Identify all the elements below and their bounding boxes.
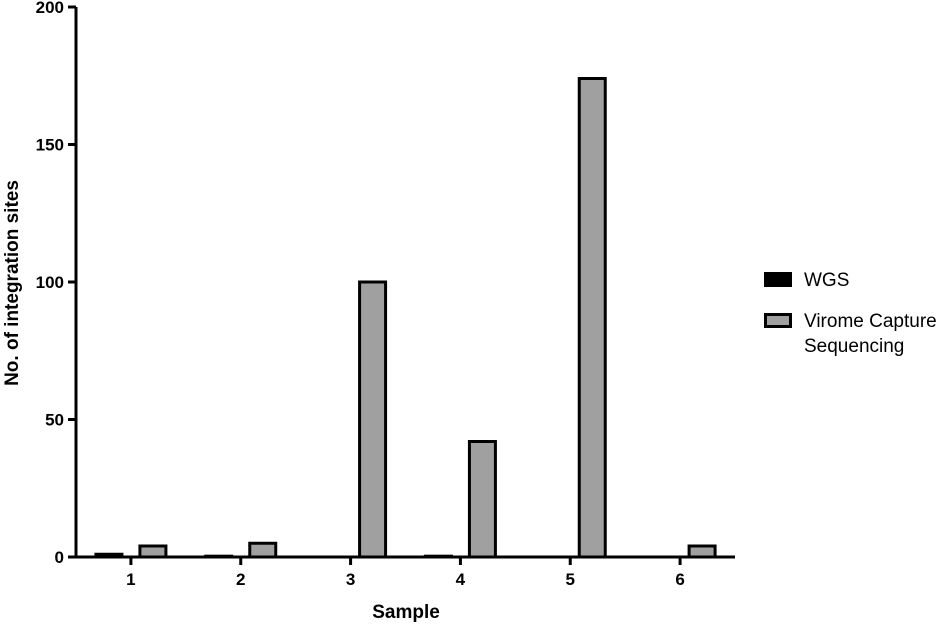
- y-tick-label-0: 0: [55, 548, 64, 567]
- bars-layer: [94, 77, 717, 559]
- x-tick-label-6: 6: [675, 570, 684, 589]
- x-tick-label-1: 1: [126, 570, 135, 589]
- legend-swatch-virome: [764, 313, 792, 328]
- legend-swatch-wgs: [764, 272, 792, 287]
- legend-label-wgs: WGS: [804, 270, 850, 291]
- y-tick-label-100: 100: [36, 273, 64, 292]
- y-tick-label-50: 50: [45, 411, 64, 430]
- y-tick-label-200: 200: [36, 0, 64, 17]
- x-axis-title: Sample: [372, 602, 440, 623]
- legend-item-virome: Virome Capture Sequencing: [764, 309, 949, 359]
- bar-virome-sample-3: [358, 280, 388, 559]
- axes-layer: 0 50 100 150 200 1 2 3 4 5 6: [36, 0, 735, 589]
- bar-virome-sample-1: [138, 544, 168, 559]
- x-tick-label-4: 4: [456, 570, 466, 589]
- y-axis-title: No. of integration sites: [2, 180, 23, 386]
- legend: WGS Virome Capture Sequencing: [764, 268, 949, 375]
- y-tick-label-150: 150: [36, 136, 64, 155]
- bar-virome-sample-6: [687, 544, 717, 559]
- bar-virome-sample-2: [248, 541, 278, 559]
- x-tick-label-3: 3: [346, 570, 355, 589]
- x-tick-label-5: 5: [566, 570, 575, 589]
- bar-virome-sample-4: [467, 440, 497, 559]
- x-tick-label-2: 2: [236, 570, 245, 589]
- bar-virome-sample-5: [577, 77, 607, 559]
- legend-item-wgs: WGS: [764, 268, 949, 293]
- legend-label-virome: Virome Capture Sequencing: [804, 311, 937, 357]
